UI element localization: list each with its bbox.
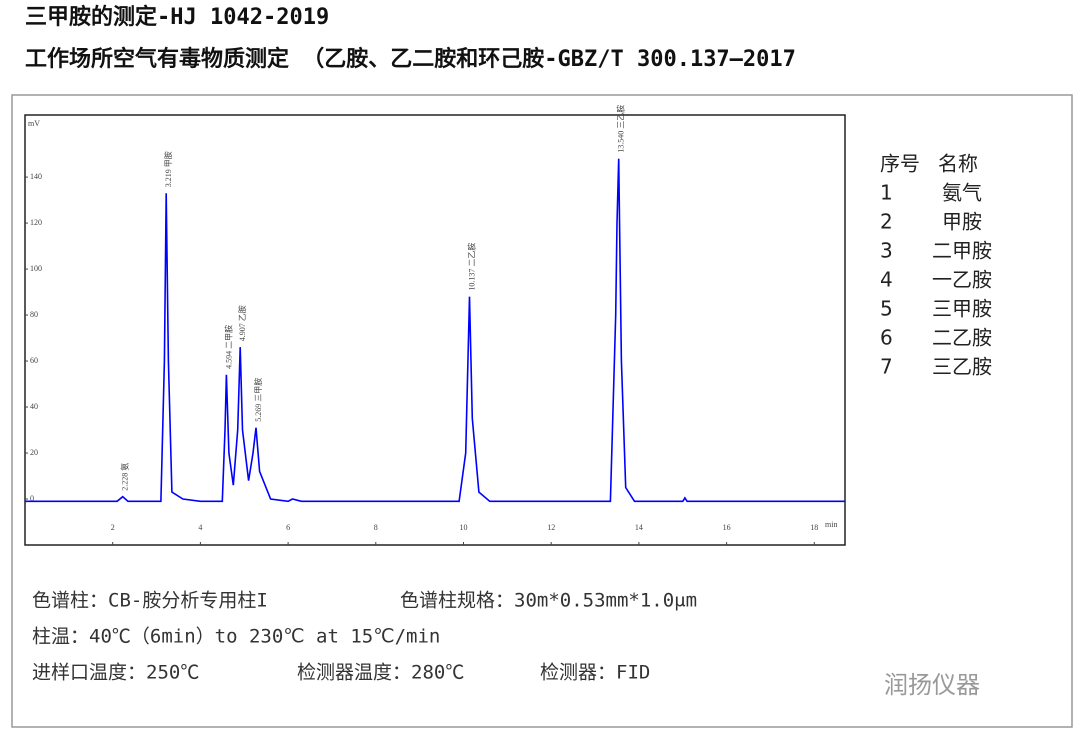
x-tick-label: 8 xyxy=(374,523,378,532)
legend-name: 一乙胺 xyxy=(932,268,992,292)
peak-label: 4.594 二甲胺 xyxy=(223,325,233,369)
y-tick-label: 80 xyxy=(30,310,38,319)
inlet: 进样口温度：250℃ xyxy=(32,662,199,684)
y-tick-label: 60 xyxy=(30,356,38,365)
peak-label: 10.137 二乙胺 xyxy=(466,243,476,291)
x-tick-label: 14 xyxy=(635,523,643,532)
column: 色谱柱：CB-胺分析专用柱I xyxy=(32,590,268,612)
peak-label: 2.228 氨 xyxy=(120,463,130,491)
legend-name: 二乙胺 xyxy=(932,326,992,350)
subtitle: 工作场所空气有毒物质测定 （乙胺、乙二胺和环己胺-GBZ/T 300.137—2… xyxy=(25,46,796,72)
y-tick-label: 40 xyxy=(30,402,38,411)
x-tick-label: 16 xyxy=(723,523,731,532)
watermark: 润扬仪器 xyxy=(884,671,980,699)
y-tick-label: 0 xyxy=(30,494,34,503)
oven: 柱温：40℃（6min）to 230℃ at 15℃/min xyxy=(32,626,440,648)
trace xyxy=(25,158,845,503)
peak-label: 4.907 乙胺 xyxy=(237,305,247,341)
x-tick-label: 18 xyxy=(810,523,818,532)
legend-name: 二甲胺 xyxy=(932,239,992,263)
plot-frame xyxy=(24,114,846,546)
legend-name: 氨气 xyxy=(942,181,982,205)
legend-number: 4 xyxy=(880,268,893,292)
legend-number: 3 xyxy=(880,239,893,263)
x-unit: min xyxy=(825,520,837,529)
x-tick-label: 12 xyxy=(547,523,555,532)
legend: 序号 名称 1 氨气 2 甲胺 3 二甲胺 4 一乙胺 5 三甲胺 6 二乙胺 7 三乙胺 xyxy=(880,152,992,379)
legend-name: 甲胺 xyxy=(942,210,982,234)
x-tick-label: 6 xyxy=(286,523,290,532)
y-tick-label: 20 xyxy=(30,448,38,457)
legend-header: 名称 xyxy=(938,152,978,176)
x-tick-label: 10 xyxy=(460,523,468,532)
legend-number: 6 xyxy=(880,326,893,350)
y-unit: mV xyxy=(28,119,40,128)
peak-label: 13.540 三乙胺 xyxy=(616,105,626,153)
title: 三甲胺的测定-HJ 1042-2019 xyxy=(25,4,329,30)
frame xyxy=(11,94,1073,728)
legend-number: 7 xyxy=(880,355,893,379)
legend-header: 序号 xyxy=(880,152,920,176)
x-tick-label: 4 xyxy=(198,523,202,532)
peak-label: 3.219 甲胺 xyxy=(163,151,173,187)
y-tick-label: 120 xyxy=(30,218,42,227)
legend-name: 三甲胺 xyxy=(932,297,992,321)
column-spec: 色谱柱规格：30m*0.53mm*1.0μm xyxy=(400,590,697,612)
legend-number: 2 xyxy=(880,210,893,234)
detector-temp: 检测器温度：280℃ xyxy=(297,662,464,684)
detector: 检测器：FID xyxy=(540,662,650,684)
y-tick-label: 140 xyxy=(30,172,42,181)
legend-number: 5 xyxy=(880,297,893,321)
x-tick-label: 2 xyxy=(111,523,115,532)
legend-number: 1 xyxy=(880,181,893,205)
y-tick-label: 100 xyxy=(30,264,42,273)
legend-name: 三乙胺 xyxy=(932,355,992,379)
peak-label: 5.269 三甲胺 xyxy=(253,378,263,422)
